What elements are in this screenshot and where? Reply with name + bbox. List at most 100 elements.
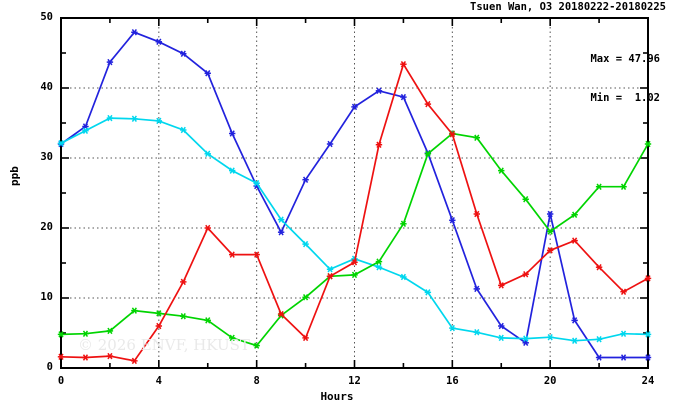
data-point-marker — [229, 167, 236, 174]
y-tick-label: 10 — [40, 291, 53, 303]
data-point-marker — [57, 140, 65, 147]
data-point-marker — [375, 87, 383, 95]
data-point-marker — [424, 150, 432, 158]
data-point-marker — [546, 247, 554, 254]
data-point-marker — [82, 330, 89, 337]
data-point-marker — [473, 210, 480, 218]
data-series-layer — [57, 29, 652, 365]
data-point-marker — [571, 237, 578, 244]
data-point-marker — [57, 353, 65, 361]
data-point-marker — [620, 330, 627, 337]
data-point-marker — [57, 331, 65, 338]
data-point-marker — [424, 100, 432, 108]
data-point-marker — [522, 335, 529, 342]
data-point-marker — [155, 310, 163, 317]
x-axis-label: Hours — [320, 390, 354, 403]
data-point-marker — [498, 334, 505, 342]
data-point-marker — [131, 357, 138, 365]
x-tick-label: 4 — [155, 375, 162, 387]
data-point-marker — [180, 126, 187, 134]
data-point-marker — [277, 228, 285, 236]
data-point-marker — [595, 336, 603, 343]
data-point-marker — [351, 271, 358, 279]
data-point-marker — [180, 50, 187, 57]
data-point-marker — [253, 179, 260, 187]
y-tick-label: 0 — [46, 361, 53, 373]
x-tick-label: 16 — [446, 375, 459, 387]
data-point-marker — [644, 275, 652, 282]
data-point-marker — [473, 134, 480, 141]
data-point-marker — [351, 103, 358, 111]
data-point-marker — [571, 317, 578, 324]
y-tick-label: 20 — [40, 221, 53, 233]
data-point-marker — [424, 289, 432, 296]
data-point-marker — [620, 354, 627, 361]
data-point-marker — [277, 216, 285, 223]
data-point-marker — [326, 266, 334, 273]
data-point-marker — [155, 38, 163, 46]
data-point-marker — [155, 117, 163, 125]
x-tick-label: 8 — [253, 375, 260, 387]
x-tick-label: 24 — [641, 375, 655, 387]
data-point-marker — [82, 354, 89, 361]
data-point-marker — [400, 273, 407, 281]
data-point-marker — [204, 150, 211, 158]
data-point-marker — [253, 251, 260, 258]
y-axis-label: ppb — [8, 166, 21, 186]
data-point-marker — [546, 333, 554, 341]
data-point-marker — [131, 115, 138, 123]
data-point-marker — [204, 317, 211, 324]
data-point-marker — [180, 278, 187, 286]
data-point-marker — [644, 331, 652, 338]
data-point-marker — [546, 210, 554, 218]
data-point-marker — [131, 29, 138, 36]
data-point-marker — [644, 354, 652, 361]
series-20180224 — [57, 130, 652, 349]
chart-title: Tsuen Wan, O3 20180222-20180225 — [470, 1, 666, 13]
data-point-marker — [106, 114, 114, 122]
data-point-marker — [644, 140, 652, 148]
data-point-marker — [498, 322, 505, 330]
y-tick-label: 50 — [40, 11, 53, 23]
data-point-marker — [498, 167, 505, 174]
data-point-marker — [302, 240, 309, 248]
data-point-marker — [571, 337, 578, 344]
data-point-marker — [253, 342, 260, 349]
max-value-label: Max = 47.96 — [590, 53, 660, 65]
x-tick-label: 20 — [543, 375, 557, 387]
data-point-marker — [595, 263, 603, 271]
y-tick-label: 40 — [40, 81, 53, 93]
data-point-marker — [302, 176, 309, 183]
data-point-marker — [449, 130, 456, 138]
data-point-marker — [131, 307, 138, 314]
data-point-marker — [326, 273, 334, 280]
x-tick-label: 0 — [57, 375, 65, 387]
data-point-marker — [229, 334, 236, 342]
plot-frame — [60, 17, 649, 369]
y-tick-label: 30 — [40, 151, 53, 163]
data-point-marker — [204, 70, 211, 77]
data-point-marker — [229, 251, 236, 258]
data-point-marker — [473, 329, 480, 336]
data-point-marker — [449, 324, 456, 332]
data-point-marker — [82, 127, 89, 134]
data-point-marker — [180, 312, 187, 320]
data-point-marker — [302, 334, 309, 342]
data-point-marker — [375, 263, 383, 271]
data-point-marker — [595, 354, 603, 361]
data-point-marker — [106, 352, 114, 360]
data-point-marker — [302, 294, 309, 301]
data-point-marker — [375, 258, 383, 265]
data-point-marker — [400, 60, 407, 68]
data-point-marker — [204, 224, 211, 232]
data-point-marker — [106, 58, 114, 66]
data-point-marker — [155, 322, 163, 330]
data-point-marker — [620, 288, 627, 295]
stats-annotation: Max = 47.96 Min = 1.02 — [590, 27, 660, 131]
data-point-marker — [620, 183, 627, 190]
data-point-marker — [229, 130, 236, 137]
data-point-marker — [595, 183, 603, 190]
series-20180222 — [57, 29, 652, 361]
